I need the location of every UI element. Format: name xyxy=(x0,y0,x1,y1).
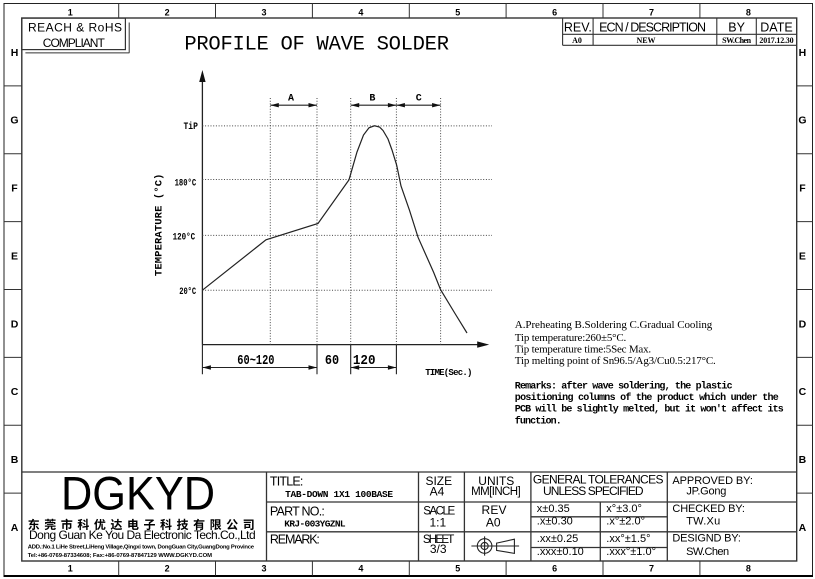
svg-text:3: 3 xyxy=(261,8,266,18)
svg-text:B: B xyxy=(799,454,807,466)
svg-text:F: F xyxy=(11,183,18,195)
svg-text:SACLE: SACLE xyxy=(423,505,455,518)
svg-text:KRJ-003YGZNL: KRJ-003YGZNL xyxy=(284,519,346,530)
svg-text:5: 5 xyxy=(455,564,460,574)
svg-text:A: A xyxy=(288,94,294,105)
svg-text:.xxx°±1.0°: .xxx°±1.0° xyxy=(606,546,656,558)
svg-text:B: B xyxy=(11,454,19,466)
svg-text:3: 3 xyxy=(261,564,266,574)
svg-text:8: 8 xyxy=(746,8,751,18)
svg-text:1: 1 xyxy=(68,564,73,574)
svg-text:UNITS: UNITS xyxy=(478,474,514,488)
svg-text:TEMPERATURE (°C): TEMPERATURE (°C) xyxy=(154,174,166,277)
svg-text:function.: function. xyxy=(515,415,562,427)
svg-text:180°C: 180°C xyxy=(175,178,197,190)
svg-text:20°C: 20°C xyxy=(179,286,196,298)
svg-text:DGKYD: DGKYD xyxy=(61,467,215,520)
svg-text:DESIGND BY:: DESIGND BY: xyxy=(672,532,741,544)
svg-text:.xx±0.25: .xx±0.25 xyxy=(537,533,579,545)
svg-text:CHECKED BY:: CHECKED BY: xyxy=(672,503,745,515)
svg-text:UNLESS SPECIFIED: UNLESS SPECIFIED xyxy=(543,484,644,498)
svg-text:120°C: 120°C xyxy=(173,231,196,243)
svg-text:60: 60 xyxy=(325,354,339,369)
svg-text:6: 6 xyxy=(552,8,557,18)
svg-text:H: H xyxy=(799,47,807,59)
svg-text:G: G xyxy=(10,115,18,127)
svg-text:A.Preheating B.Soldering C.G: A.Preheating B.Soldering C.Gradual Cooli… xyxy=(515,319,713,331)
svg-text:A0: A0 xyxy=(572,36,582,45)
svg-text:60~120: 60~120 xyxy=(237,354,274,369)
svg-text:SW.Chen: SW.Chen xyxy=(722,36,751,45)
svg-text:positioning columns of the pro: positioning columns of the product which… xyxy=(515,392,779,404)
svg-text:H: H xyxy=(11,47,19,59)
svg-text:GENERAL TOLERANCES: GENERAL TOLERANCES xyxy=(533,472,664,486)
svg-text:A0: A0 xyxy=(486,515,501,529)
svg-text:x°±3.0°: x°±3.0° xyxy=(606,503,642,515)
svg-text:4: 4 xyxy=(358,564,363,574)
svg-text:PCB will be slightly melted, b: PCB will be slightly melted, but it won'… xyxy=(515,404,784,416)
svg-text:REV: REV xyxy=(482,503,507,517)
svg-text:MM[INCH]: MM[INCH] xyxy=(471,486,521,498)
svg-text:E: E xyxy=(799,251,806,263)
svg-text:5: 5 xyxy=(455,8,460,18)
svg-text:ECN / DESCRIPTION: ECN / DESCRIPTION xyxy=(599,20,706,34)
svg-text:.x±0.30: .x±0.30 xyxy=(537,516,573,528)
svg-text:.xx°±1.5°: .xx°±1.5° xyxy=(606,533,650,545)
svg-text:4: 4 xyxy=(358,8,363,18)
svg-text:Remarks: after wave soldering,: Remarks: after wave soldering, the plast… xyxy=(515,380,733,392)
svg-text:8: 8 xyxy=(746,564,751,574)
svg-text:Tip temperature:260±5°C.: Tip temperature:260±5°C. xyxy=(515,332,627,344)
svg-text:PROFILE OF WAVE SOLDER: PROFILE OF WAVE SOLDER xyxy=(184,33,449,56)
svg-text:Tip temperature time:5Sec Max.: Tip temperature time:5Sec Max. xyxy=(515,343,652,355)
svg-text:C: C xyxy=(799,386,807,398)
svg-text:TITLE:: TITLE: xyxy=(270,474,304,488)
svg-text:A4: A4 xyxy=(430,485,445,499)
svg-text:SHEET: SHEET xyxy=(423,533,455,546)
svg-text:DATE: DATE xyxy=(760,20,792,34)
svg-text:.x°±2.0°: .x°±2.0° xyxy=(606,516,645,528)
svg-text:TiP: TiP xyxy=(184,121,198,133)
svg-text:2: 2 xyxy=(165,8,170,18)
svg-text:3/3: 3/3 xyxy=(430,542,447,556)
svg-text:2: 2 xyxy=(165,564,170,574)
svg-text:1:1: 1:1 xyxy=(429,515,446,529)
svg-text:C: C xyxy=(416,94,422,105)
svg-text:1: 1 xyxy=(68,8,73,18)
svg-text:Tel:+86-0769-87334608; Fax:+86: Tel:+86-0769-87334608; Fax:+86-0769-8784… xyxy=(28,553,212,559)
svg-text:120: 120 xyxy=(353,354,376,369)
svg-text:Dong Guan Ke You Da Electronic: Dong Guan Ke You Da Electronic Tech.Co.,… xyxy=(29,528,256,542)
svg-text:TAB-DOWN 1X1 100BASE: TAB-DOWN 1X1 100BASE xyxy=(285,489,393,500)
svg-text:A: A xyxy=(11,522,19,534)
svg-text:PART NO.:: PART NO.: xyxy=(270,504,325,518)
svg-text:.xxx±0.10: .xxx±0.10 xyxy=(537,546,584,558)
svg-text:TW.Xu: TW.Xu xyxy=(686,515,720,527)
svg-text:2017.12.30: 2017.12.30 xyxy=(759,36,793,45)
svg-text:REACH & RoHS: REACH & RoHS xyxy=(28,20,122,34)
svg-text:E: E xyxy=(11,251,18,263)
svg-text:G: G xyxy=(798,115,806,127)
svg-text:x±0.35: x±0.35 xyxy=(537,503,570,515)
svg-text:BY: BY xyxy=(728,20,745,34)
svg-text:SIZE: SIZE xyxy=(425,474,452,488)
svg-text:7: 7 xyxy=(649,8,654,18)
svg-text:COMPLIANT: COMPLIANT xyxy=(43,36,106,50)
svg-text:C: C xyxy=(11,386,19,398)
svg-text:NEW: NEW xyxy=(636,36,655,45)
svg-text:REMARK:: REMARK: xyxy=(270,533,320,547)
svg-text:F: F xyxy=(799,183,806,195)
svg-text:B: B xyxy=(369,94,375,105)
svg-text:Tip melting point of Sn96.5/Ag: Tip melting point of Sn96.5/Ag3/Cu0.5:21… xyxy=(515,355,716,367)
svg-text:ADD.:No.1 LiHe Street,LiHeng V: ADD.:No.1 LiHe Street,LiHeng Village,Qin… xyxy=(28,544,255,550)
svg-text:D: D xyxy=(799,318,807,330)
svg-text:TIME(Sec.): TIME(Sec.) xyxy=(425,368,472,378)
svg-text:6: 6 xyxy=(552,564,557,574)
svg-text:APPROVED BY:: APPROVED BY: xyxy=(672,475,753,487)
svg-text:A: A xyxy=(799,522,807,534)
svg-text:JP.Gong: JP.Gong xyxy=(686,486,726,498)
svg-text:D: D xyxy=(11,318,19,330)
svg-text:REV.: REV. xyxy=(564,20,592,34)
svg-text:SW.Chen: SW.Chen xyxy=(686,546,729,558)
svg-text:7: 7 xyxy=(649,564,654,574)
